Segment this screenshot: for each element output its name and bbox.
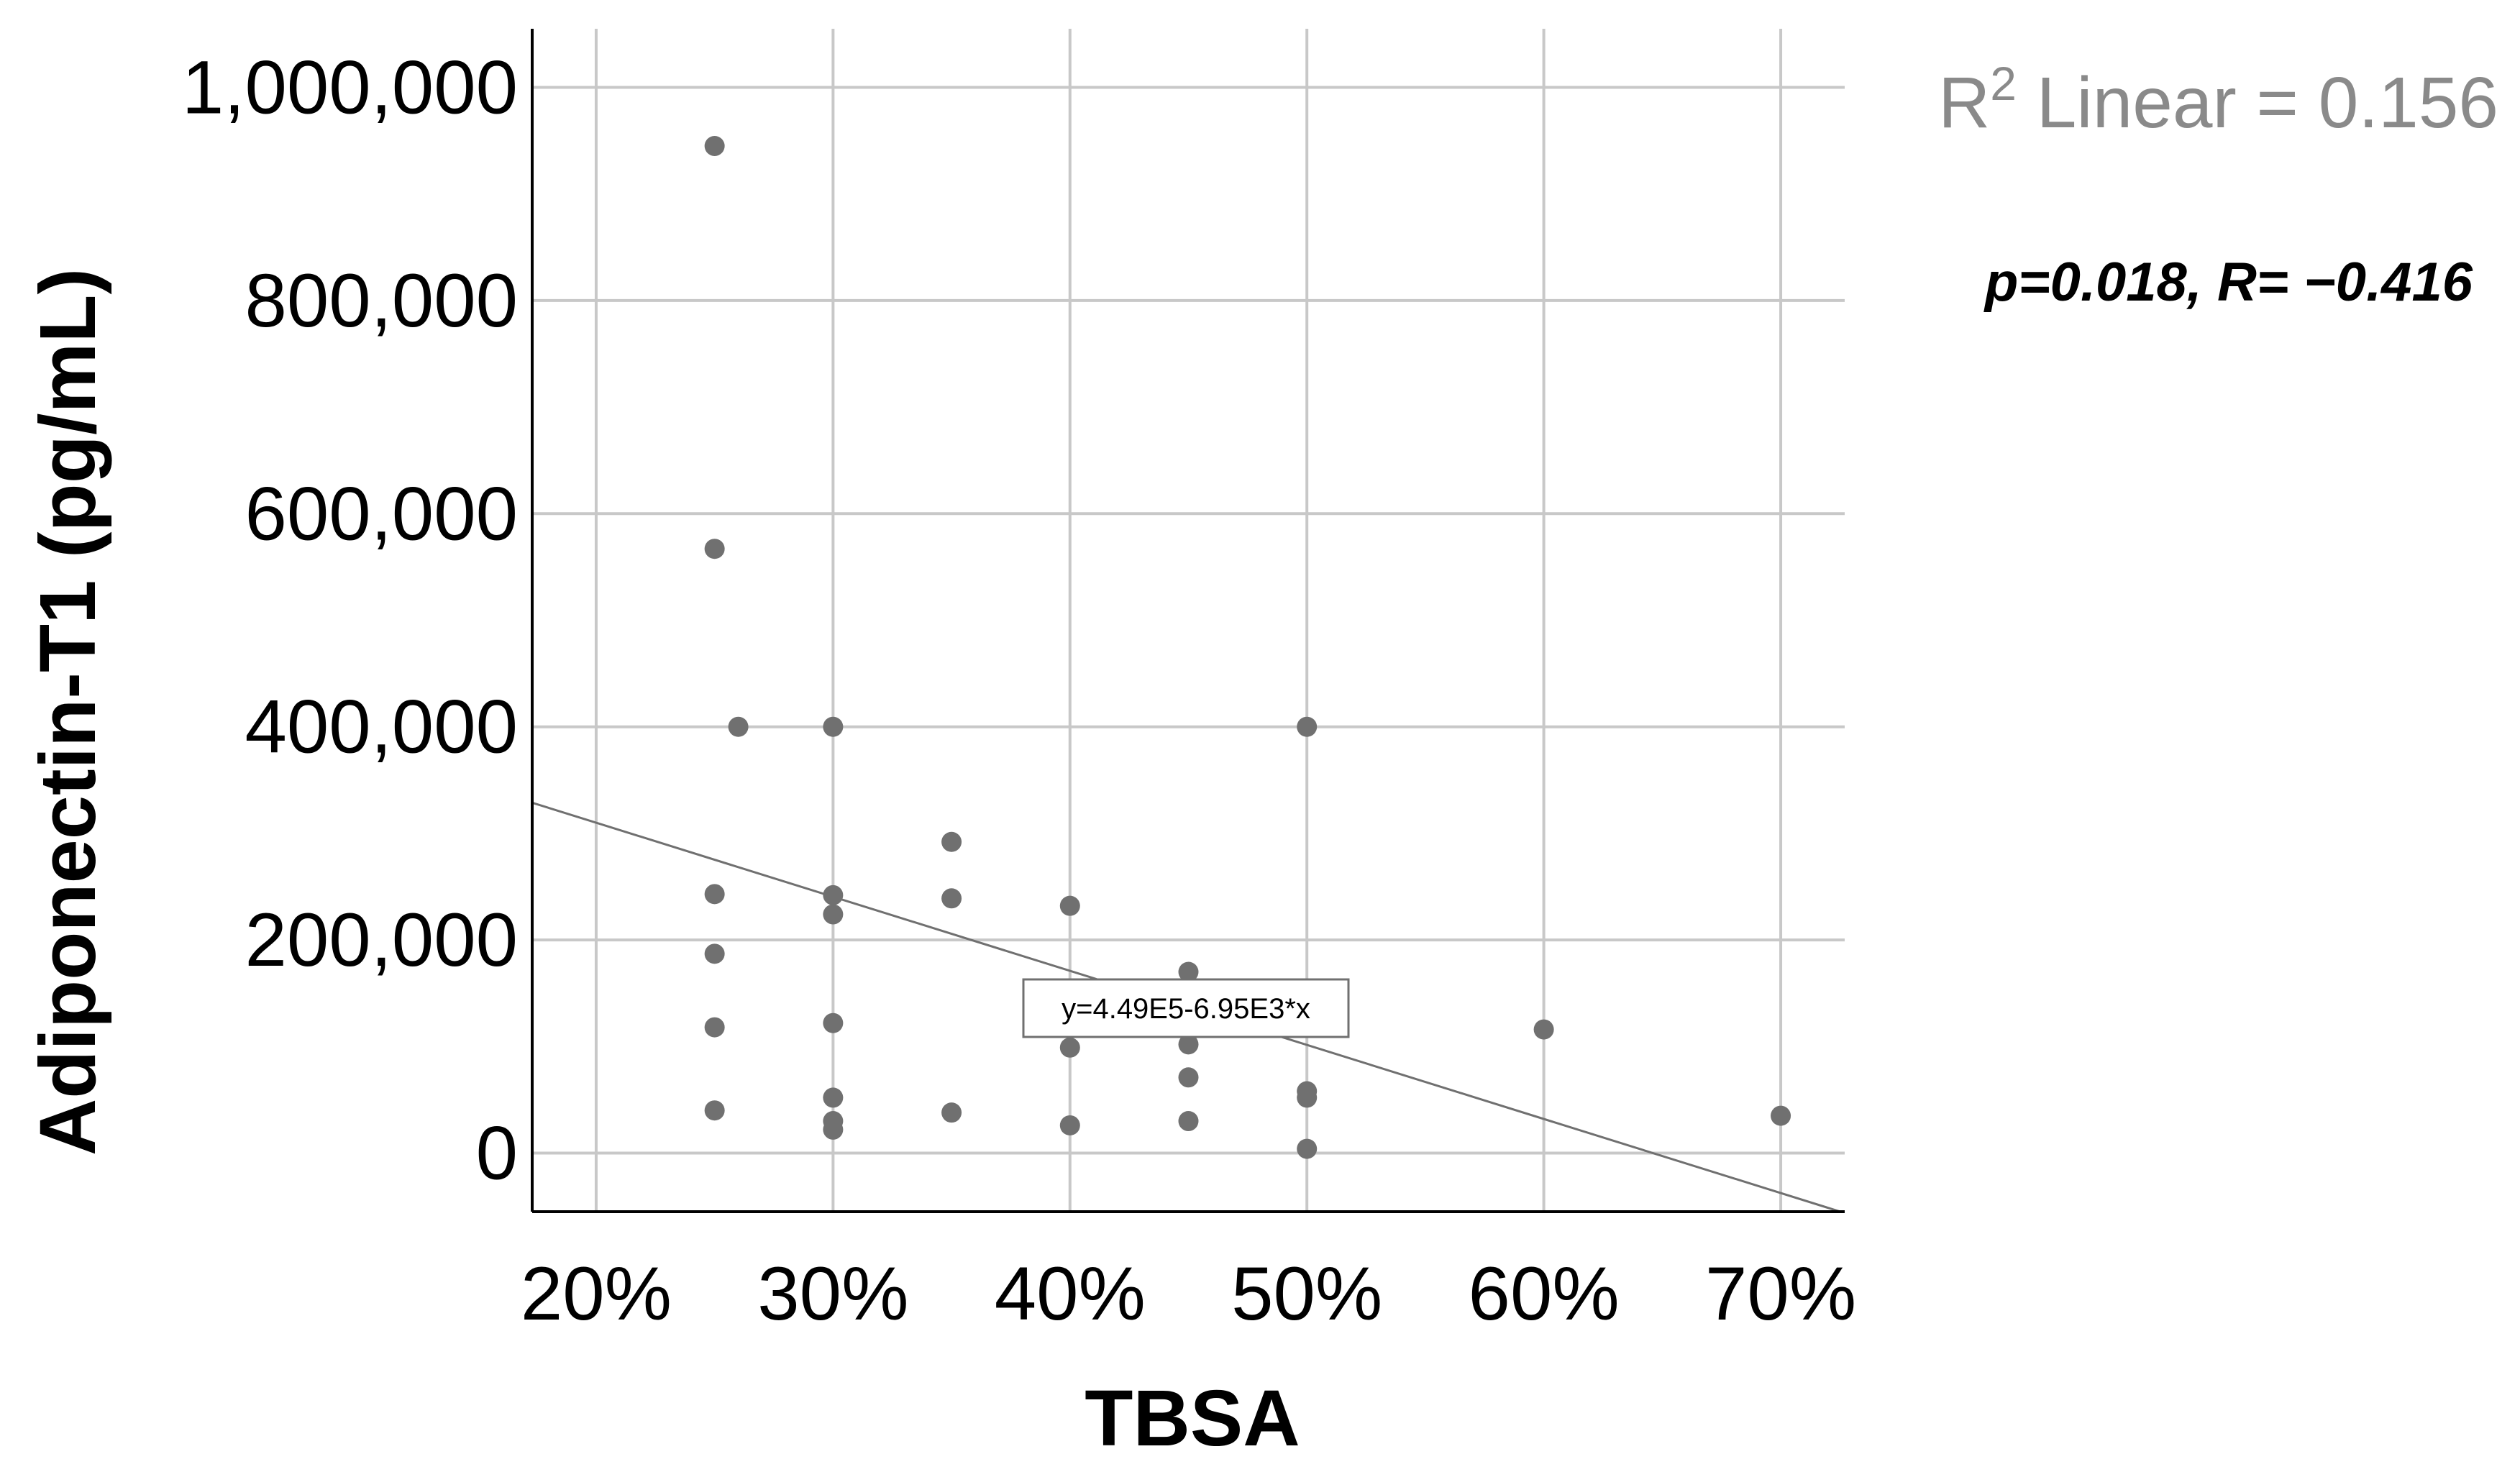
- x-tick-label: 70%: [1705, 1252, 1856, 1336]
- r-squared-prefix: R: [1938, 63, 1990, 143]
- data-point: [1297, 1138, 1318, 1159]
- r-squared-value: Linear = 0.156: [2017, 63, 2498, 143]
- data-point: [704, 539, 725, 559]
- data-point: [1533, 1019, 1554, 1040]
- data-point: [1178, 1034, 1199, 1055]
- fit-equation-label: y=4.49E5-6.95E3*x: [1062, 993, 1310, 1025]
- data-point: [823, 716, 844, 737]
- data-point: [704, 943, 725, 964]
- data-point: [1059, 895, 1080, 916]
- r-squared-label: R2 Linear = 0.156: [1938, 57, 2498, 143]
- y-tick-label: 0: [476, 1111, 518, 1195]
- data-point: [704, 136, 725, 157]
- x-tick-label: 50%: [1231, 1252, 1382, 1336]
- axes: [531, 29, 1845, 1213]
- fit-equation-box: y=4.49E5-6.95E3*x: [1022, 978, 1350, 1038]
- data-point: [941, 1102, 962, 1123]
- y-tick-label: 600,000: [245, 472, 518, 556]
- data-point: [941, 831, 962, 852]
- fit-equation-frame: [1022, 978, 1350, 1038]
- y-tick-label: 1,000,000: [182, 46, 518, 130]
- x-tick-label: 30%: [757, 1252, 908, 1336]
- y-tick-label: 400,000: [245, 685, 518, 769]
- data-point: [1297, 1087, 1318, 1108]
- y-tick-label: 800,000: [245, 259, 518, 343]
- data-point: [823, 884, 844, 905]
- data-point: [823, 1012, 844, 1033]
- y-tick-label: 200,000: [245, 898, 518, 982]
- y-axis-title: Adiponectin-T1 (pg/mL): [24, 268, 112, 1156]
- data-point: [704, 884, 725, 905]
- data-point: [1178, 1067, 1199, 1088]
- data-point: [1059, 1115, 1080, 1135]
- data-point: [823, 904, 844, 925]
- data-point: [704, 1100, 725, 1121]
- grid-lines: [532, 29, 1845, 1212]
- data-point: [1178, 961, 1199, 982]
- stats-label: p=0.018, R= −0.416: [1983, 252, 2473, 313]
- data-point: [704, 1017, 725, 1038]
- data-point: [823, 1087, 844, 1108]
- data-point: [1771, 1105, 1791, 1126]
- r-squared-superscript: 2: [1990, 57, 2017, 110]
- x-tick-label: 40%: [995, 1252, 1146, 1336]
- data-point: [1059, 1037, 1080, 1058]
- data-point: [941, 888, 962, 909]
- x-tick-label: 60%: [1469, 1252, 1620, 1336]
- data-point: [728, 716, 749, 737]
- x-tick-label: 20%: [521, 1252, 672, 1336]
- data-point: [1178, 1111, 1199, 1132]
- tick-labels: 0 200,000 400,000 600,000 800,000 1,000,000 20…: [182, 46, 1856, 1336]
- data-points: [704, 136, 1791, 1159]
- x-axis-title: TBSA: [1085, 1374, 1300, 1463]
- data-point: [823, 1119, 844, 1140]
- data-point: [1297, 716, 1318, 737]
